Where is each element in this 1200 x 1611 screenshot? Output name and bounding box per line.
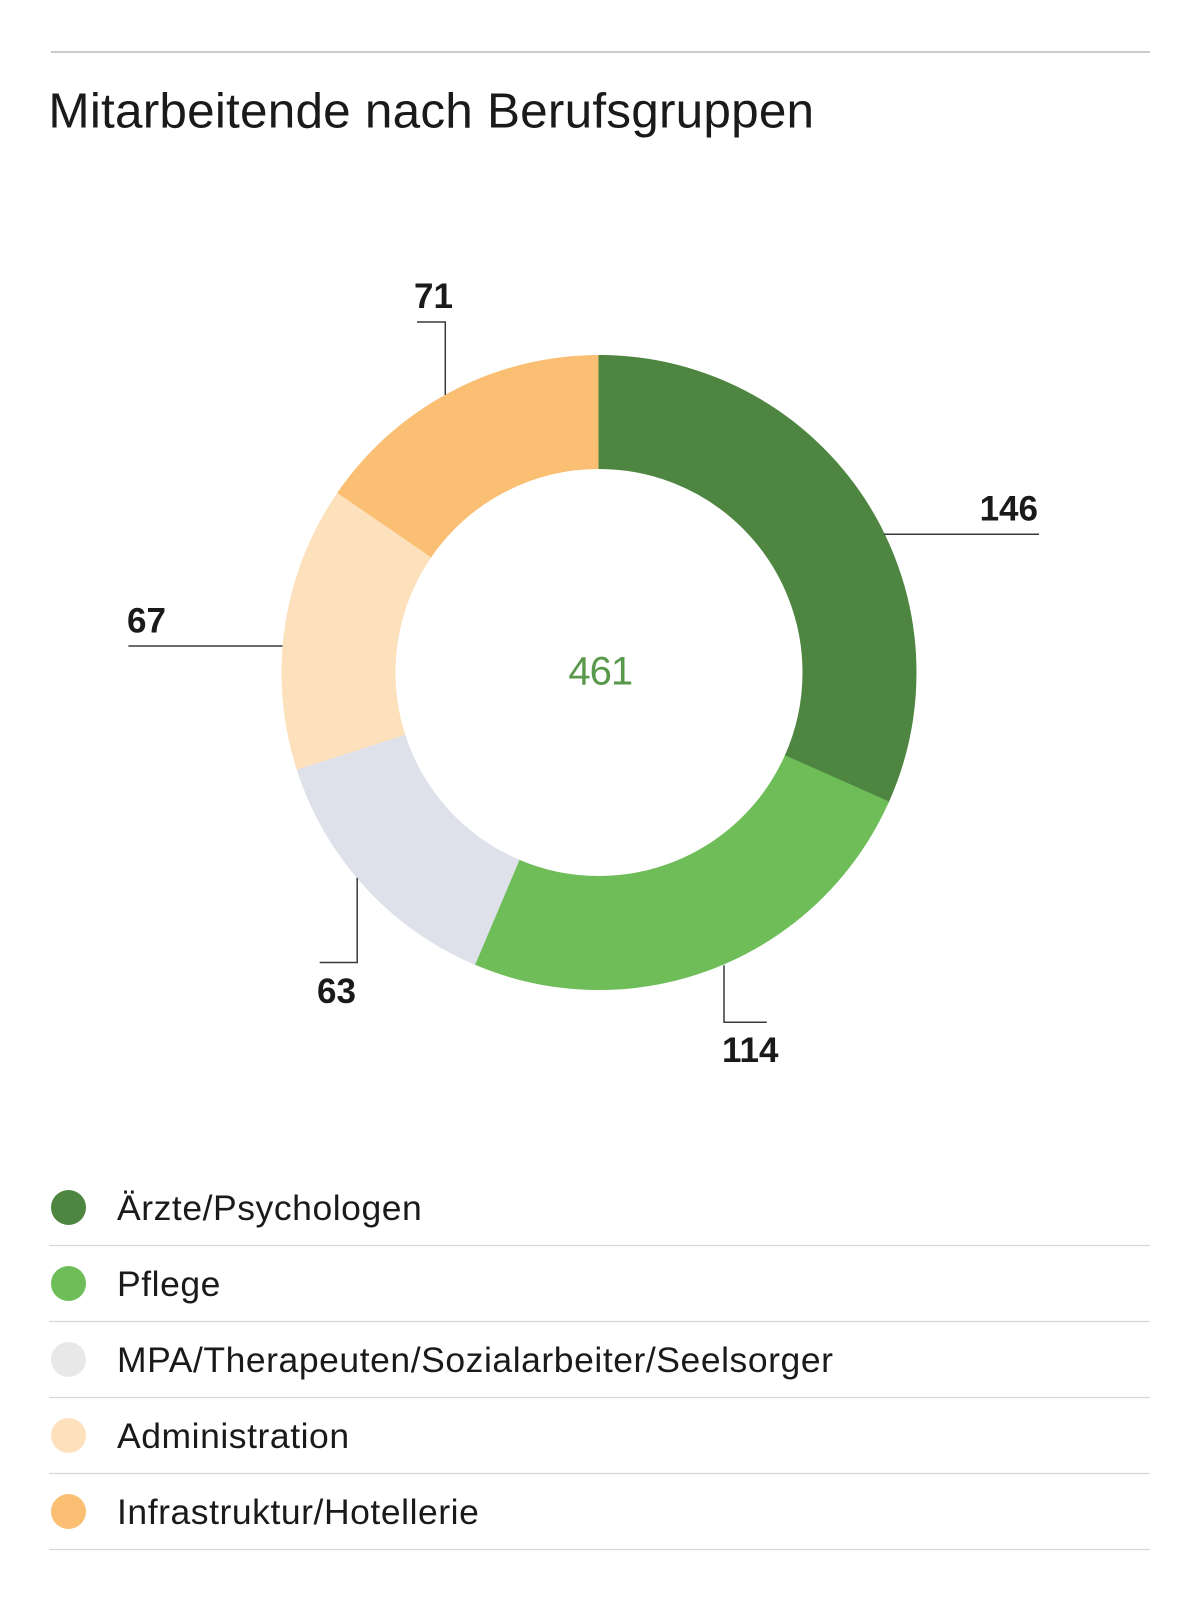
svg-text:MPA/Therapeuten/Sozialarbeiter: MPA/Therapeuten/Sozialarbeiter/Seelsorge… (117, 1340, 833, 1380)
svg-text:Pflege: Pflege (117, 1264, 221, 1304)
svg-text:146: 146 (980, 490, 1038, 529)
svg-text:67: 67 (127, 601, 166, 640)
svg-text:114: 114 (722, 1031, 779, 1070)
svg-text:461: 461 (568, 649, 632, 693)
svg-text:Ärzte/Psychologen: Ärzte/Psychologen (117, 1188, 422, 1228)
svg-text:63: 63 (317, 972, 356, 1011)
svg-text:71: 71 (414, 277, 453, 316)
svg-text:Infrastruktur/Hotellerie: Infrastruktur/Hotellerie (117, 1492, 479, 1532)
svg-text:Administration: Administration (117, 1416, 350, 1456)
svg-text:Mitarbeitende nach Berufsgrupp: Mitarbeitende nach Berufsgruppen (48, 84, 814, 139)
